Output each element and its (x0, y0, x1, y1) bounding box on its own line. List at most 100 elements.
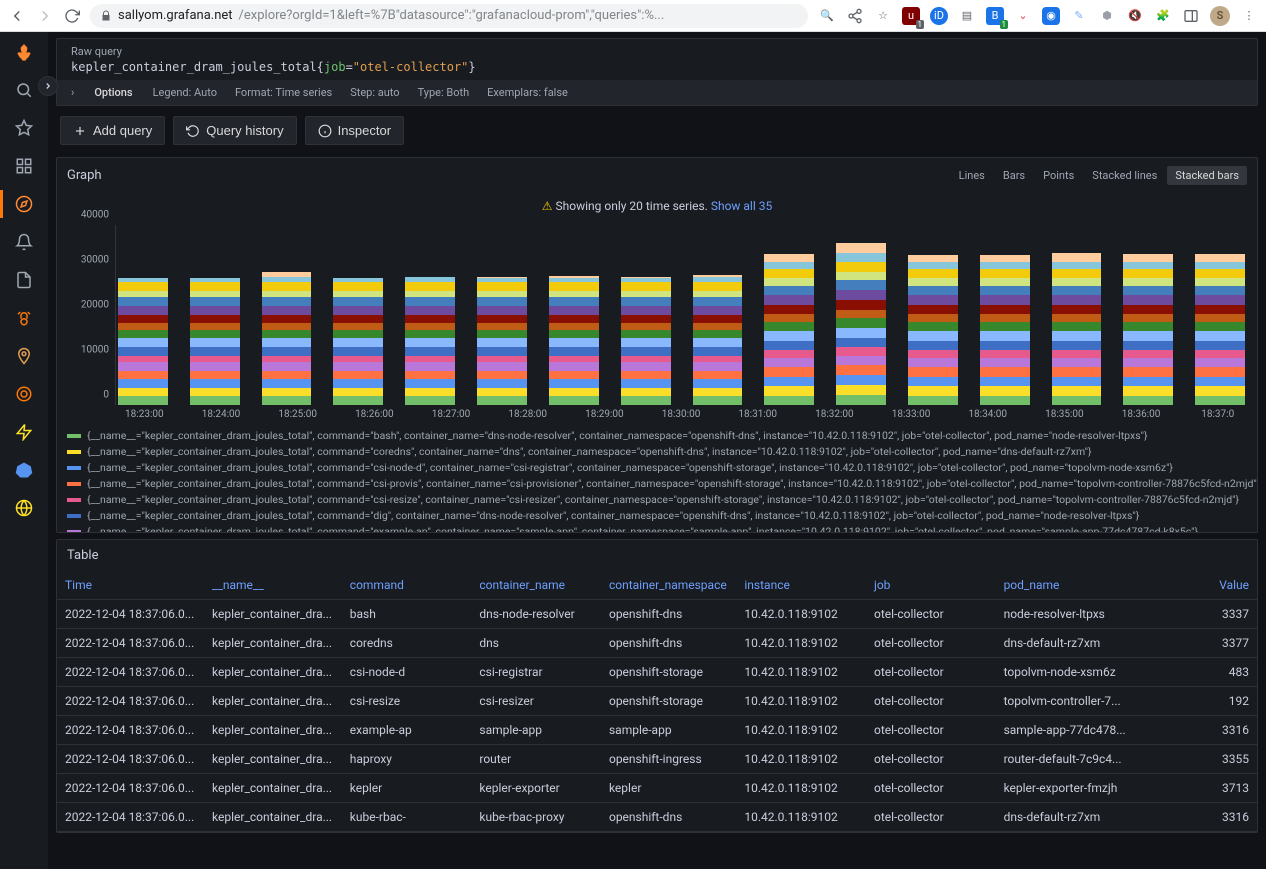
options-item: Legend: Auto (153, 86, 217, 99)
forward-button[interactable] (36, 7, 54, 25)
stacked-bar[interactable] (764, 254, 814, 405)
stacked-bar[interactable] (980, 255, 1030, 405)
table-row[interactable]: 2022-12-04 18:37:06.0...kepler_container… (57, 629, 1257, 658)
view-option[interactable]: Bars (995, 166, 1033, 185)
starred-icon[interactable] (14, 118, 34, 138)
incidents-icon[interactable] (14, 308, 34, 328)
table-header-cell[interactable]: command (342, 571, 472, 600)
table-row[interactable]: 2022-12-04 18:37:06.0...kepler_container… (57, 600, 1257, 629)
stacked-bar[interactable] (621, 277, 671, 405)
stacked-bar[interactable] (1123, 254, 1173, 405)
raw-query-code[interactable]: kepler_container_dram_joules_total{job="… (71, 60, 1243, 74)
legend-item[interactable]: {__name__="kepler_container_dram_joules_… (67, 524, 1247, 532)
back-button[interactable] (8, 7, 26, 25)
ext-pocket-icon[interactable]: ⌄ (1014, 7, 1032, 25)
bar-segment (549, 323, 599, 330)
ext-icon-4[interactable]: B1 (986, 7, 1004, 25)
stacked-bar[interactable] (908, 255, 958, 405)
bar-segment (549, 330, 599, 339)
legend-item[interactable]: {__name__="kepler_container_dram_joules_… (67, 444, 1247, 460)
stacked-bar[interactable] (549, 276, 599, 405)
stacked-bar[interactable] (477, 277, 527, 405)
observability-icon[interactable] (14, 498, 34, 518)
sidebar-expand-button[interactable] (38, 76, 58, 96)
legend-item[interactable]: {__name__="kepler_container_dram_joules_… (67, 492, 1247, 508)
kubernetes-icon[interactable] (14, 460, 34, 480)
view-option[interactable]: Points (1035, 166, 1082, 185)
table-header-cell[interactable]: instance (736, 571, 866, 600)
table-cell: sample-app (471, 716, 601, 745)
show-all-link[interactable]: Show all 35 (711, 199, 772, 213)
table-cell: example-ap (342, 716, 472, 745)
view-option[interactable]: Stacked lines (1084, 166, 1165, 185)
bar-segment (764, 396, 814, 405)
table-header-cell[interactable]: Value (1135, 571, 1257, 600)
stacked-bar[interactable] (693, 275, 743, 405)
bookmark-icon[interactable]: ☆ (874, 7, 892, 25)
ext-ublock-icon[interactable]: u1 (902, 7, 920, 25)
view-option[interactable]: Stacked bars (1167, 166, 1247, 185)
stacked-bar[interactable] (262, 272, 312, 405)
table-header-cell[interactable]: job (866, 571, 996, 600)
bar-segment (908, 341, 958, 350)
table-row[interactable]: 2022-12-04 18:37:06.0...kepler_container… (57, 745, 1257, 774)
ext-icon-6[interactable]: ◉ (1042, 7, 1060, 25)
bar-segment (908, 331, 958, 340)
ext-icon-2[interactable]: iD (930, 7, 948, 25)
graph-view-switch[interactable]: LinesBarsPointsStacked linesStacked bars (951, 166, 1247, 185)
table-cell: kube-rbac-proxy (471, 803, 601, 832)
legend-item[interactable]: {__name__="kepler_container_dram_joules_… (67, 476, 1247, 492)
inspector-button[interactable]: Inspector (305, 116, 404, 145)
legend-item[interactable]: {__name__="kepler_container_dram_joules_… (67, 428, 1247, 444)
alerting-icon[interactable] (14, 232, 34, 252)
address-bar[interactable]: sallyom.grafana.net/explore?orgId=1&left… (90, 4, 808, 28)
bar-segment (333, 347, 383, 356)
synthetic-icon[interactable] (14, 384, 34, 404)
explore-icon[interactable] (14, 194, 34, 214)
table-row[interactable]: 2022-12-04 18:37:06.0...kepler_container… (57, 687, 1257, 716)
table-header-cell[interactable]: __name__ (204, 571, 342, 600)
side-panel-icon[interactable] (1182, 7, 1200, 25)
view-option[interactable]: Lines (951, 166, 993, 185)
ext-icon-3[interactable]: ▤ (958, 7, 976, 25)
stacked-bar[interactable] (1052, 253, 1102, 405)
stacked-bar[interactable] (333, 278, 383, 405)
ext-mute-icon[interactable]: 🔇 (1126, 7, 1144, 25)
extensions-button[interactable]: 🧩 (1154, 7, 1172, 25)
search-icon[interactable] (14, 80, 34, 100)
grafana-logo-icon[interactable] (14, 42, 34, 62)
chart-plot[interactable] (115, 225, 1247, 405)
table-row[interactable]: 2022-12-04 18:37:06.0...kepler_container… (57, 658, 1257, 687)
add-query-button[interactable]: Add query (60, 116, 165, 145)
oncall-icon[interactable] (14, 346, 34, 366)
legend-item[interactable]: {__name__="kepler_container_dram_joules_… (67, 460, 1247, 476)
legend-item[interactable]: {__name__="kepler_container_dram_joules_… (67, 508, 1247, 524)
stacked-bar[interactable] (190, 278, 240, 405)
reports-icon[interactable] (14, 270, 34, 290)
ext-icon-7[interactable]: ✎ (1070, 7, 1088, 25)
share-icon[interactable] (846, 7, 864, 25)
profile-avatar[interactable]: S (1210, 6, 1230, 26)
table-header-cell[interactable]: pod_name (996, 571, 1136, 600)
table-cell: sample-app-77dc478... (996, 716, 1136, 745)
stacked-bar[interactable] (836, 243, 886, 405)
table-row[interactable]: 2022-12-04 18:37:06.0...kepler_container… (57, 774, 1257, 803)
bar-segment (621, 388, 671, 397)
stacked-bar[interactable] (405, 277, 455, 405)
reload-button[interactable] (64, 8, 80, 24)
table-row[interactable]: 2022-12-04 18:37:06.0...kepler_container… (57, 716, 1257, 745)
table-header-cell[interactable]: container_namespace (601, 571, 736, 600)
browser-menu-icon[interactable]: ⋮ (1240, 7, 1258, 25)
zoom-icon[interactable]: 🔍 (818, 7, 836, 25)
stacked-bar[interactable] (118, 278, 168, 405)
table-header-cell[interactable]: container_name (471, 571, 601, 600)
dashboards-icon[interactable] (14, 156, 34, 176)
ext-icon-8[interactable]: ⬢ (1098, 7, 1116, 25)
query-options-row[interactable]: › Options Legend: AutoFormat: Time serie… (57, 80, 1257, 105)
table-header-cell[interactable]: Time (57, 571, 204, 600)
query-history-button[interactable]: Query history (173, 116, 296, 145)
integrations-icon[interactable] (14, 422, 34, 442)
table-row[interactable]: 2022-12-04 18:37:06.0...kepler_container… (57, 803, 1257, 832)
stacked-bar[interactable] (1195, 254, 1245, 405)
bar-segment (980, 269, 1030, 278)
